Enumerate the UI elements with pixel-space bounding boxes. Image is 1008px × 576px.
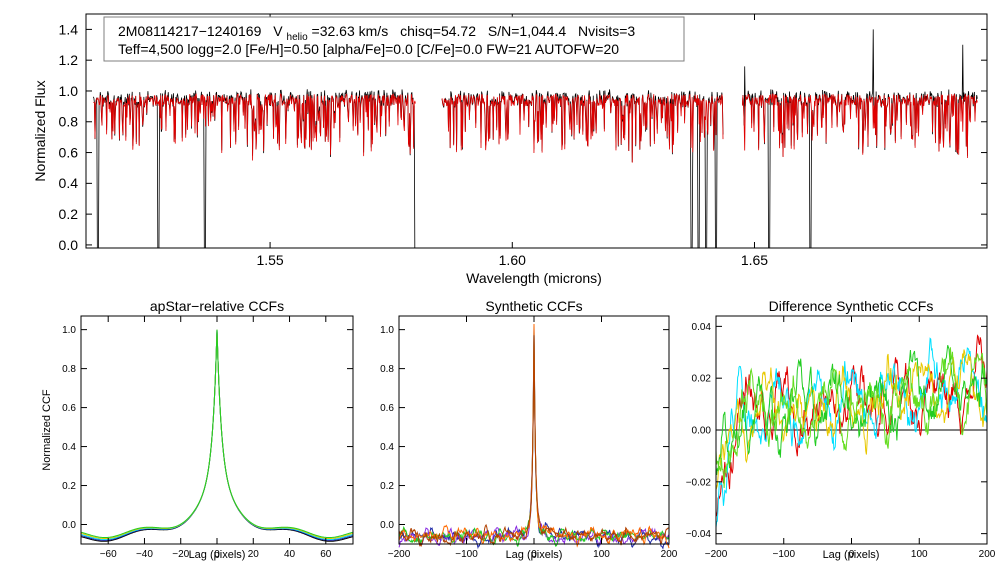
x-tick-label: 1.55	[256, 252, 283, 268]
info-v-value: =32.63 km/s	[312, 23, 389, 39]
y-tick-label: 0.8	[62, 364, 76, 375]
synthetic-spectrum-chip-1	[93, 93, 416, 161]
info-box-frame	[103, 16, 685, 62]
x-tick-label: −200	[705, 549, 728, 560]
apstar-ccf-y-ticks: 0.0 0.2 0.4 0.6 0.8 1.0	[62, 325, 353, 531]
y-tick-label: 1.4	[59, 21, 79, 37]
y-tick-label: 0.02	[692, 374, 712, 385]
x-tick-label: 200	[661, 549, 678, 560]
difference-ccf-series-2	[715, 337, 988, 528]
y-tick-label: 1.2	[59, 52, 79, 68]
difference-ccf-y-ticks: −0.04 −0.02 0.00 0.02 0.04	[686, 322, 987, 540]
y-tick-label: 0.00	[692, 426, 712, 437]
x-tick-label: 1.60	[499, 252, 526, 268]
y-tick-label: 1.0	[62, 325, 76, 336]
info-v-sub: helio	[287, 32, 309, 43]
x-tick-label: −100	[455, 549, 478, 560]
spectrum-plot-area	[92, 29, 978, 249]
y-tick-label: 0.0	[62, 520, 76, 531]
x-tick-label: −60	[100, 549, 117, 560]
y-tick-label: 1.0	[59, 83, 79, 99]
x-tick-label: −40	[136, 549, 153, 560]
x-tick-label: 0	[849, 549, 855, 560]
y-tick-label: 0.8	[59, 114, 79, 130]
x-tick-label: 0	[214, 549, 220, 560]
difference-ccf-plot-area	[715, 334, 988, 528]
spectrum-panel: 0.0 0.2 0.4 0.6 0.8 1.0 1.2 1.4 1.55 1.60 1.65 Wa…	[32, 13, 988, 286]
x-tick-label: −20	[172, 549, 189, 560]
apstar-ccf-title: apStar−relative CCFs	[150, 298, 284, 314]
x-tick-label: 1.65	[741, 252, 768, 268]
spectrum-xlabel: Wavelength (microns)	[466, 270, 602, 286]
spectrum-info-box: 2M08114217−1240169 V helio =32.63 km/s c…	[103, 16, 685, 62]
difference-ccf-series-3	[715, 349, 988, 490]
difference-ccf-series-5	[715, 347, 988, 488]
x-tick-label: 20	[248, 549, 260, 560]
spectrum-axes-frame	[85, 13, 988, 249]
x-tick-label: 200	[979, 549, 996, 560]
synthetic-ccf-series-4	[398, 323, 670, 549]
info-sn: S/N=1,044.4	[488, 23, 566, 39]
spectrum-x-ticks: 1.55 1.60 1.65	[256, 14, 768, 268]
apstar-ccf-plot-area	[80, 329, 354, 542]
synthetic-ccf-panel: 0.0 0.2 0.4 0.6 0.8 1.0 −200 −100 0 100 200 Synth…	[380, 298, 678, 561]
y-tick-label: 0.8	[380, 364, 394, 375]
y-tick-label: 0.2	[62, 481, 76, 492]
spectrum-ylabel: Normalized Flux	[32, 80, 48, 181]
info-chisq: chisq=54.72	[400, 23, 476, 39]
y-tick-label: 0.2	[380, 481, 394, 492]
synthetic-ccf-series-5	[398, 335, 670, 548]
x-tick-label: 100	[593, 549, 610, 560]
difference-ccf-title: Difference Synthetic CCFs	[769, 298, 934, 314]
apstar-ccf-x-ticks: −60 −40 −20 0 20 40 60	[100, 316, 332, 560]
synthetic-spectrum-chip-2	[441, 93, 724, 163]
apstar-ccf-panel: 0.0 0.2 0.4 0.6 0.8 1.0 −60 −40 −20 0 20 40 60 apSt…	[41, 298, 354, 561]
apstar-ccf-ylabel: Normalized CCF	[41, 389, 53, 471]
info-nvisits: Nvisits=3	[578, 23, 635, 39]
y-tick-label: 0.6	[62, 403, 76, 414]
x-tick-label: 60	[320, 549, 332, 560]
difference-ccf-x-ticks: −200 −100 0 100 200	[705, 316, 996, 560]
difference-ccf-panel: −0.04 −0.02 0.00 0.02 0.04 −200 −100 0 100 200 D…	[686, 298, 996, 561]
x-tick-label: −100	[772, 549, 795, 560]
y-tick-label: 0.04	[692, 322, 712, 333]
y-tick-label: 0.4	[380, 442, 394, 453]
y-tick-label: 1.0	[380, 325, 394, 336]
x-tick-label: −200	[388, 549, 411, 560]
apstar-ccf-series-5	[80, 329, 354, 539]
y-tick-label: 0.6	[380, 403, 394, 414]
info-v-label: V	[273, 23, 283, 39]
x-tick-label: 0	[531, 549, 537, 560]
y-tick-label: 0.4	[59, 175, 79, 191]
synthetic-ccf-x-ticks: −200 −100 0 100 200	[388, 316, 678, 560]
difference-ccf-series-4	[715, 345, 988, 475]
y-tick-label: −0.04	[686, 529, 712, 540]
x-tick-label: 100	[911, 549, 928, 560]
synthetic-spectrum-chip-3	[741, 93, 978, 159]
info-line-1: 2M08114217−1240169 V helio =32.63 km/s c…	[118, 23, 635, 43]
info-star-id: 2M08114217−1240169	[118, 23, 262, 39]
apstar-ccf-xlabel: Lag (pixels)	[189, 549, 246, 561]
x-tick-label: 40	[284, 549, 296, 560]
synthetic-ccf-y-ticks: 0.0 0.2 0.4 0.6 0.8 1.0	[380, 325, 669, 531]
synthetic-ccf-title: Synthetic CCFs	[485, 298, 582, 314]
y-tick-label: 0.2	[59, 206, 79, 222]
y-tick-label: 0.0	[59, 237, 79, 253]
synthetic-ccf-xlabel: Lag (pixels)	[506, 549, 563, 561]
spectrum-y-ticks: 0.0 0.2 0.4 0.6 0.8 1.0 1.2 1.4	[59, 21, 987, 253]
info-line-2: Teff=4,500 logg=2.0 [Fe/H]=0.50 [alpha/F…	[118, 41, 619, 57]
difference-ccf-xlabel: Lag (pixels)	[823, 549, 880, 561]
y-tick-label: 0.0	[380, 520, 394, 531]
y-tick-label: 0.6	[59, 144, 79, 160]
y-tick-label: 0.4	[62, 442, 76, 453]
y-tick-label: −0.02	[686, 477, 712, 488]
